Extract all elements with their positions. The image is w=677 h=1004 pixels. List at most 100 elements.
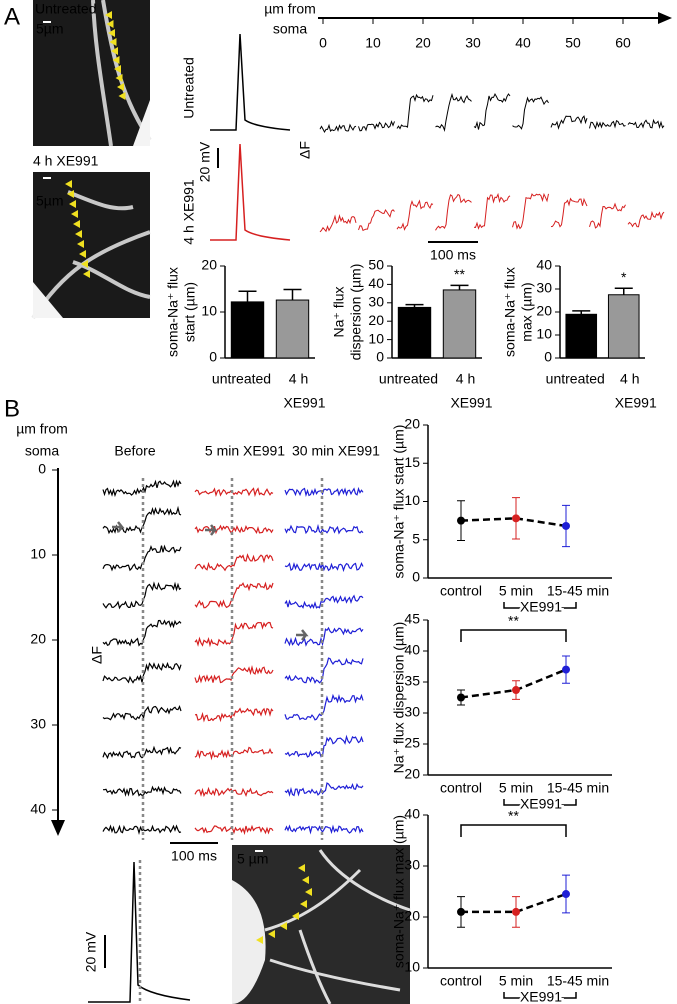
point	[512, 907, 520, 916]
y-tick-label: 10	[368, 330, 384, 346]
fluorescence-trace	[589, 202, 626, 229]
tick-label: 20	[30, 631, 46, 647]
arrow	[112, 521, 125, 533]
tick-label: 30	[30, 716, 46, 732]
fluorescence-trace	[284, 523, 364, 535]
error-bar	[238, 290, 257, 302]
arrowhead	[73, 220, 80, 228]
fluorescence-trace	[284, 486, 364, 498]
x-tick-label: 5 min	[499, 780, 533, 796]
bar	[230, 301, 265, 359]
fluorescence-trace	[284, 626, 364, 647]
y-axis-label: soma-Na⁺ flux	[502, 267, 518, 357]
scale-bar	[43, 21, 51, 23]
y-tick-label: 10	[201, 303, 217, 319]
arrowhead	[77, 240, 84, 248]
y-tick-label: 45	[404, 611, 420, 627]
y-tick-label: 20	[536, 303, 552, 319]
fluorescence-trace	[284, 734, 364, 758]
error-bar	[572, 310, 591, 315]
fluorescence-label: ΔF	[89, 646, 105, 664]
y-tick-label: 30	[536, 280, 552, 296]
soma	[232, 880, 266, 1004]
significance: **	[454, 266, 465, 282]
axis-arrow	[51, 820, 65, 836]
y-axis-label: soma-Na⁺ flux start (µm)	[391, 425, 407, 579]
arrowhead	[280, 922, 287, 930]
group-label: XE991	[520, 796, 562, 812]
axis-title: µm from	[264, 1, 316, 17]
y-axis-label: dispersion (µm)	[348, 264, 364, 361]
point	[562, 665, 570, 674]
fluorescence-trace	[194, 664, 274, 684]
y-tick-label: 25	[404, 735, 420, 751]
image-label: 4 h XE991	[33, 153, 99, 169]
arrowhead	[256, 936, 263, 944]
fluorescence-trace	[473, 192, 511, 230]
fluorescence-trace	[319, 123, 357, 134]
scale-bar	[43, 177, 51, 179]
scale-label: 5µm	[36, 193, 64, 209]
fluorescence-trace	[194, 581, 274, 609]
dendrite	[264, 849, 411, 1004]
error-bar	[614, 287, 633, 295]
fluorescence-trace	[435, 193, 472, 231]
group-bracket	[503, 992, 577, 999]
x-tick-label: control	[440, 583, 482, 599]
significance: *	[621, 269, 627, 285]
arrowhead	[115, 74, 123, 82]
point	[457, 516, 465, 525]
y-tick-label: 20	[404, 416, 420, 432]
fluorescence-trace	[589, 119, 626, 130]
y-tick-label: 35	[404, 673, 420, 689]
y-tick-label: 5	[412, 530, 420, 546]
fluorescence-trace	[103, 785, 182, 797]
fluorescence-trace	[194, 524, 274, 535]
x-tick-label: untreated	[546, 371, 605, 387]
fluorescence-trace	[396, 93, 434, 130]
action-potential	[210, 33, 291, 131]
y-tick-label: 30	[404, 857, 420, 873]
y-tick-label: 10	[404, 492, 420, 508]
arrowhead	[268, 930, 275, 938]
point	[512, 686, 520, 695]
arrowhead	[300, 900, 307, 908]
y-tick-label: 10	[404, 959, 420, 975]
error-bar	[283, 288, 302, 301]
y-tick-label: 30	[404, 704, 420, 720]
connecting-line	[460, 668, 567, 699]
panel-label: A	[4, 3, 20, 30]
arrowhead	[109, 38, 117, 46]
arrowhead	[106, 20, 114, 28]
action-potential	[88, 861, 191, 1003]
fluorescence-trace	[102, 619, 182, 647]
y-tick-label: 40	[368, 275, 384, 291]
fluorescence-trace	[102, 745, 182, 760]
arrowhead	[67, 190, 74, 198]
arrowhead	[305, 888, 312, 896]
arrowhead	[111, 47, 118, 55]
point	[512, 514, 520, 523]
fluorescence-trace	[194, 746, 274, 761]
x-tick-label: 15-45 min	[547, 780, 609, 796]
significance: **	[508, 613, 519, 629]
arrowhead	[81, 260, 88, 268]
tick-label: 0	[38, 461, 46, 477]
arrow	[205, 524, 218, 536]
x-tick-label: 4 h	[456, 371, 475, 387]
arrowhead	[83, 270, 90, 278]
arrowhead	[112, 56, 120, 64]
column-label: Before	[114, 443, 155, 459]
voltage-scale-label: 20 mV	[197, 141, 213, 182]
fluorescence-trace	[358, 208, 395, 232]
fluorescence-trace	[284, 561, 364, 573]
y-tick-label: 20	[404, 766, 420, 782]
y-tick-label: 50	[368, 257, 384, 273]
column-label: 5 min XE991	[205, 443, 285, 459]
y-tick-label: 20	[201, 257, 217, 273]
y-tick-label: 10	[536, 326, 552, 342]
category-note: XE991	[450, 395, 492, 411]
trace-label: 4 h XE991	[181, 179, 197, 245]
x-tick-label: 5 min	[499, 583, 533, 599]
